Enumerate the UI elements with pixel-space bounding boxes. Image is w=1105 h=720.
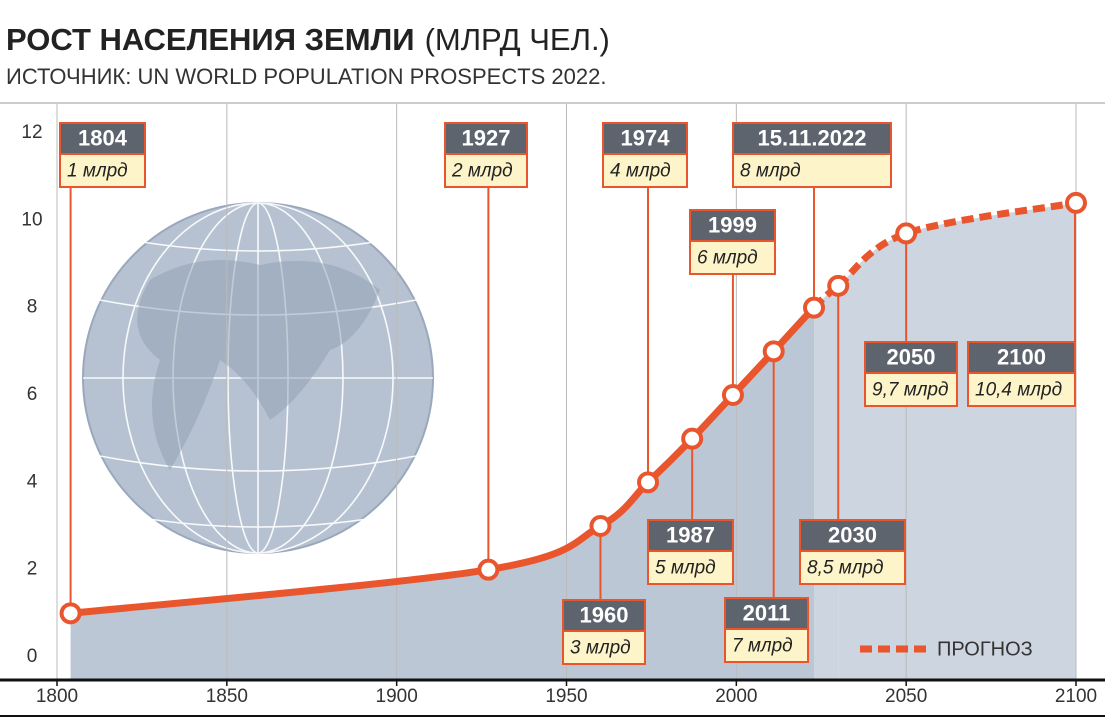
label-value-box: [799, 550, 906, 585]
label-header-box: [864, 341, 958, 374]
label-value-box: [967, 372, 1076, 407]
x-tick-label: 2100: [1055, 686, 1097, 707]
legend-label: ПРОГНОЗ: [937, 638, 1033, 660]
x-tick-label: 2050: [885, 686, 927, 707]
label-value-box: [732, 153, 892, 188]
point-marker: [1065, 191, 1087, 214]
point-marker: [721, 384, 744, 406]
point-date-label: 1974: [621, 125, 671, 150]
label-value-box: [59, 153, 146, 188]
point-value-label: 2 млрд: [451, 161, 513, 182]
x-tick-label: 1900: [376, 686, 418, 707]
point-date-label: 2011: [743, 600, 791, 625]
point-marker: [827, 274, 850, 297]
y-tick-label: 2: [27, 559, 38, 580]
y-tick-label: 10: [21, 209, 42, 230]
label-header-box: [799, 519, 906, 552]
x-tick-label: 1850: [206, 686, 248, 707]
label-header-box: [59, 122, 146, 155]
point-value-label: 9,7 млрд: [872, 380, 949, 401]
point-value-label: 5 млрд: [655, 558, 716, 579]
point-value-label: 8,5 млрд: [807, 558, 884, 579]
x-tick-label: 1950: [545, 686, 587, 707]
point-value-label: 7 млрд: [732, 636, 793, 657]
line: [70, 305, 817, 617]
point-date-label: 2050: [887, 344, 936, 369]
point-date-label: 1927: [462, 125, 511, 150]
label-header-box: [602, 122, 688, 155]
point-date-label: 15.11.2022: [758, 125, 867, 150]
point-marker: [59, 602, 82, 625]
point-marker: [803, 296, 826, 319]
label-value-box: [562, 630, 646, 665]
label-value-box: [444, 153, 528, 188]
area: [838, 202, 1076, 680]
marker-layer: [59, 191, 1087, 625]
x-tick-label: 2000: [715, 686, 757, 707]
point-marker: [589, 515, 612, 537]
label-header-box: [689, 209, 776, 242]
y-tick-label: 12: [21, 122, 42, 143]
label-value-box: [647, 550, 734, 585]
globe: [82, 202, 434, 554]
point-date-label: 2030: [828, 522, 877, 547]
point-date-label: 1804: [78, 125, 128, 150]
label-header-box: [967, 341, 1076, 374]
point-date-label: 1960: [580, 602, 629, 627]
chart-unit: (МЛРД ЧЕЛ.): [425, 22, 610, 57]
point-value-label: 4 млрд: [610, 161, 671, 182]
label-value-box: [689, 240, 776, 275]
chart-title-wrap: РОСТ НАСЕЛЕНИЯ ЗЕМЛИ (МЛРД ЧЕЛ.): [6, 22, 610, 57]
background-layer: [82, 202, 434, 554]
chart-title: РОСТ НАСЕЛЕНИЯ ЗЕМЛИ: [6, 22, 415, 57]
chart-subtitle: ИСТОЧНИК: UN WORLD POPULATION PROSPECTS …: [6, 64, 607, 89]
label-value-box: [864, 372, 958, 407]
x-tick-label: 1800: [36, 686, 78, 707]
point-value-label: 1 млрд: [67, 161, 128, 182]
area: [70, 307, 815, 680]
y-tick-label: 6: [27, 384, 38, 405]
point-value-label: 3 млрд: [570, 638, 631, 659]
y-tick-label: 0: [27, 646, 38, 667]
annotation-layer: 1804 1 млрд 1927 2 млрд 1960 3 млрд 1974 4 млрд…: [59, 122, 1076, 665]
point-marker: [895, 222, 918, 245]
point-date-label: 1999: [708, 212, 757, 237]
point-value-label: 8 млрд: [740, 161, 801, 182]
label-value-box: [602, 153, 688, 188]
y-tick-label: 4: [27, 471, 38, 492]
point-marker: [637, 471, 660, 494]
area-connector: [814, 285, 839, 680]
point-value-label: 10,4 млрд: [975, 380, 1062, 401]
point-marker: [681, 427, 704, 450]
point-marker: [762, 340, 785, 363]
point-date-label: 1987: [666, 522, 715, 547]
point-date-label: 2100: [997, 344, 1046, 369]
point-value-label: 6 млрд: [697, 248, 758, 269]
label-header-box: [444, 122, 528, 155]
y-tick-label: 8: [27, 297, 38, 318]
point-marker: [477, 558, 500, 581]
label-value-box: [724, 628, 809, 663]
